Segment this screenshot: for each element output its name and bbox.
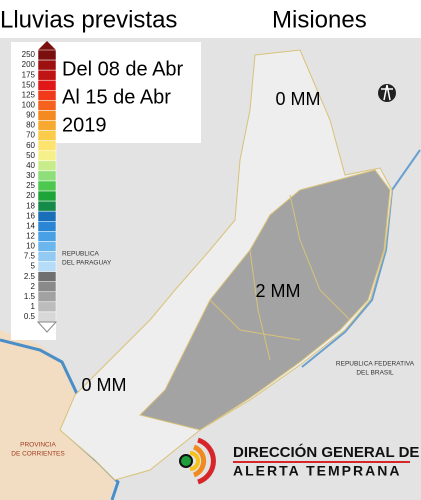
legend-label: 90 [26,111,35,120]
legend-label: 7.5 [24,252,36,261]
title: Lluvias previstas [0,6,177,33]
period: Del 08 de Abr Al 15 de Abr 2019 [62,58,184,136]
legend-label: 16 [26,211,35,220]
logo-arc [192,444,207,478]
legend-label: 250 [22,50,36,59]
legend-swatch [37,79,57,91]
legend-swatch [37,311,57,323]
legend-swatch [37,271,57,282]
legend-swatch [37,59,57,71]
legend-swatch [37,49,57,61]
region: Misiones [272,6,367,33]
rain-label: 0 MM [276,89,321,109]
place-name: DEL PARAGUAY [62,260,112,267]
legend-label: 175 [22,70,36,79]
place-name: PROVINCIA [20,442,56,449]
legend-swatch [37,90,57,101]
legend-label: 80 [26,121,35,130]
legend-swatch [37,210,57,222]
legend-swatch [37,69,57,81]
legend-label: 70 [26,131,35,140]
logo-arc [197,437,216,485]
compass-mark [381,84,393,101]
legend-label: 18 [26,201,35,210]
legend-label: 25 [26,181,35,190]
legend-swatch [37,221,57,232]
legend-label: 14 [26,221,35,230]
legend-swatch [37,180,57,192]
rain-label: 0 MM [82,375,127,395]
legend-swatch [37,291,57,303]
place-name: REPUBLICA FEDERATIVA [336,361,415,368]
legend-label: 30 [26,171,35,180]
legend-swatch [37,281,57,293]
period-line: Del 08 de Abr [62,58,184,80]
legend-label: 12 [26,231,35,240]
legend-swatch [37,301,57,313]
legend-arrow [36,321,58,333]
legend-label: 150 [22,80,36,89]
legend-label: 50 [26,151,35,160]
legend-label: 125 [22,90,36,99]
logo-line2: ALERTA TEMPRANA [233,463,401,479]
legend-swatch [37,261,57,272]
legend-label: 1.5 [24,292,36,301]
legend-swatch [37,190,57,202]
place-name: DEL BRASIL [356,370,394,377]
logo-arc [189,451,200,471]
period-line: Al 15 de Abr [62,86,171,108]
place-name: REPUBLICA [62,251,100,258]
rain-label: 2 MM [256,281,301,301]
legend-swatch [37,110,57,121]
legend-label: 10 [26,242,35,251]
legend-swatch [37,150,57,162]
legend-label: 5 [31,262,36,271]
rain-area [139,169,391,431]
place-name: DE CORRIENTES [11,451,65,458]
legend-swatch [37,140,57,151]
legend-swatch [37,100,57,111]
legend-swatch [37,170,57,182]
place-names: REPUBLICA DEL PARAGUAY REPUBLICA FEDERATIV… [11,251,414,458]
legend-swatch [37,130,57,141]
legend-swatch [37,241,57,252]
legend-swatch [37,231,57,242]
corrientes-area [0,330,115,500]
departments [209,194,351,361]
logo-line1: DIRECCIÓN GENERAL DE [233,443,419,461]
legend-arrow [38,41,56,50]
legend-swatch [37,251,57,262]
legend-swatch [37,120,57,131]
legend-label: 40 [26,161,35,170]
logo-dot [179,454,193,468]
river [301,149,421,368]
legend: 2502001751501251009080706050403025201816… [22,41,58,333]
legend-swatch [37,160,57,172]
legend-label: 20 [26,191,35,200]
legend-swatch [37,200,57,212]
logo: DIRECCIÓN GENERAL DE ALERTA TEMPRANA [179,437,419,485]
province-light [59,49,393,481]
legend-label: 200 [22,60,36,69]
legend-label: 60 [26,141,35,150]
map-labels: 0 MM 2 MM 0 MM [82,89,321,395]
legend-label: 0.5 [24,312,36,321]
legend-label: 2.5 [24,272,36,281]
legend-label: 1 [31,302,36,311]
legend-label: 2 [31,282,36,291]
period-line: 2019 [62,114,107,136]
legend-label: 100 [22,101,36,110]
